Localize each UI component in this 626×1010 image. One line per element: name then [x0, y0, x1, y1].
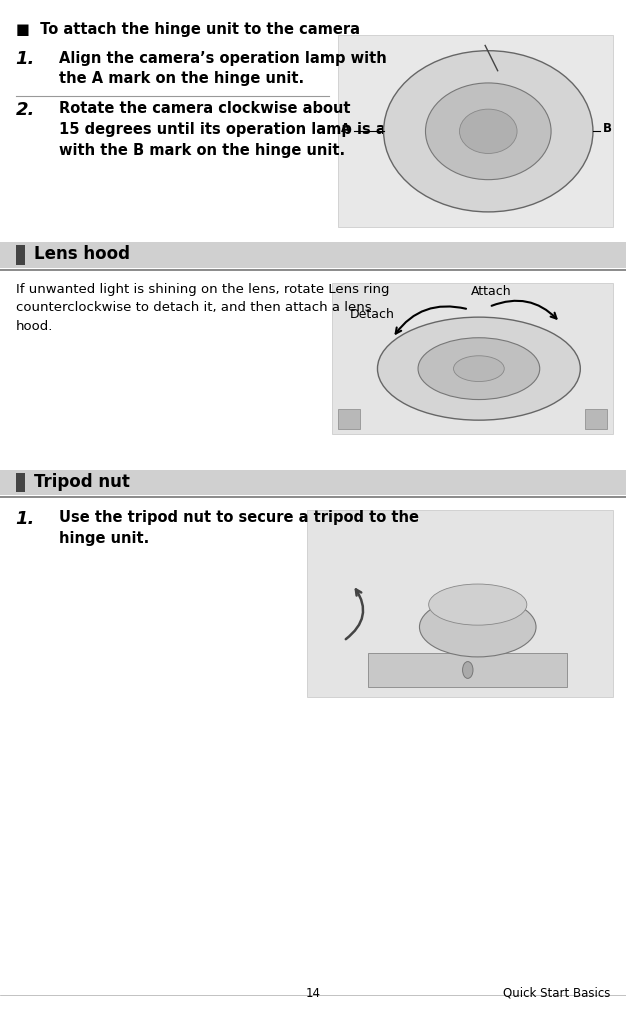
Text: Detach: Detach — [350, 308, 395, 321]
Ellipse shape — [419, 597, 536, 656]
FancyBboxPatch shape — [332, 283, 613, 434]
FancyBboxPatch shape — [16, 473, 25, 492]
Ellipse shape — [384, 50, 593, 212]
Ellipse shape — [453, 356, 505, 382]
Text: Quick Start Basics: Quick Start Basics — [503, 987, 610, 1000]
Ellipse shape — [459, 109, 517, 154]
Text: Tripod nut: Tripod nut — [34, 473, 130, 491]
FancyBboxPatch shape — [0, 242, 626, 268]
Text: Use the tripod nut to secure a tripod to the
hinge unit.: Use the tripod nut to secure a tripod to… — [59, 510, 419, 546]
Text: Attach: Attach — [471, 285, 511, 298]
Text: Lens hood: Lens hood — [34, 245, 130, 264]
Ellipse shape — [429, 584, 527, 625]
Text: 2.: 2. — [16, 101, 35, 119]
FancyBboxPatch shape — [307, 510, 613, 697]
Ellipse shape — [418, 337, 540, 400]
Text: 1.: 1. — [16, 510, 35, 528]
FancyBboxPatch shape — [585, 409, 607, 429]
Text: Rotate the camera clockwise about
15 degrees until its operation lamp is aligned: Rotate the camera clockwise about 15 deg… — [59, 101, 438, 158]
Text: 14: 14 — [305, 987, 321, 1000]
Ellipse shape — [426, 83, 551, 180]
Ellipse shape — [377, 317, 580, 420]
Text: B: B — [603, 122, 612, 134]
Text: If unwanted light is shining on the lens, rotate Lens ring
counterclockwise to d: If unwanted light is shining on the lens… — [16, 283, 389, 333]
Text: A: A — [341, 122, 351, 134]
Text: 1.: 1. — [16, 50, 35, 69]
FancyBboxPatch shape — [0, 470, 626, 495]
FancyBboxPatch shape — [368, 653, 567, 687]
FancyBboxPatch shape — [338, 35, 613, 227]
Circle shape — [463, 662, 473, 679]
FancyBboxPatch shape — [338, 409, 360, 429]
Text: Align the camera’s operation lamp with
the A mark on the hinge unit.: Align the camera’s operation lamp with t… — [59, 50, 387, 87]
Text: ■  To attach the hinge unit to the camera: ■ To attach the hinge unit to the camera — [16, 22, 360, 37]
FancyBboxPatch shape — [16, 245, 25, 265]
